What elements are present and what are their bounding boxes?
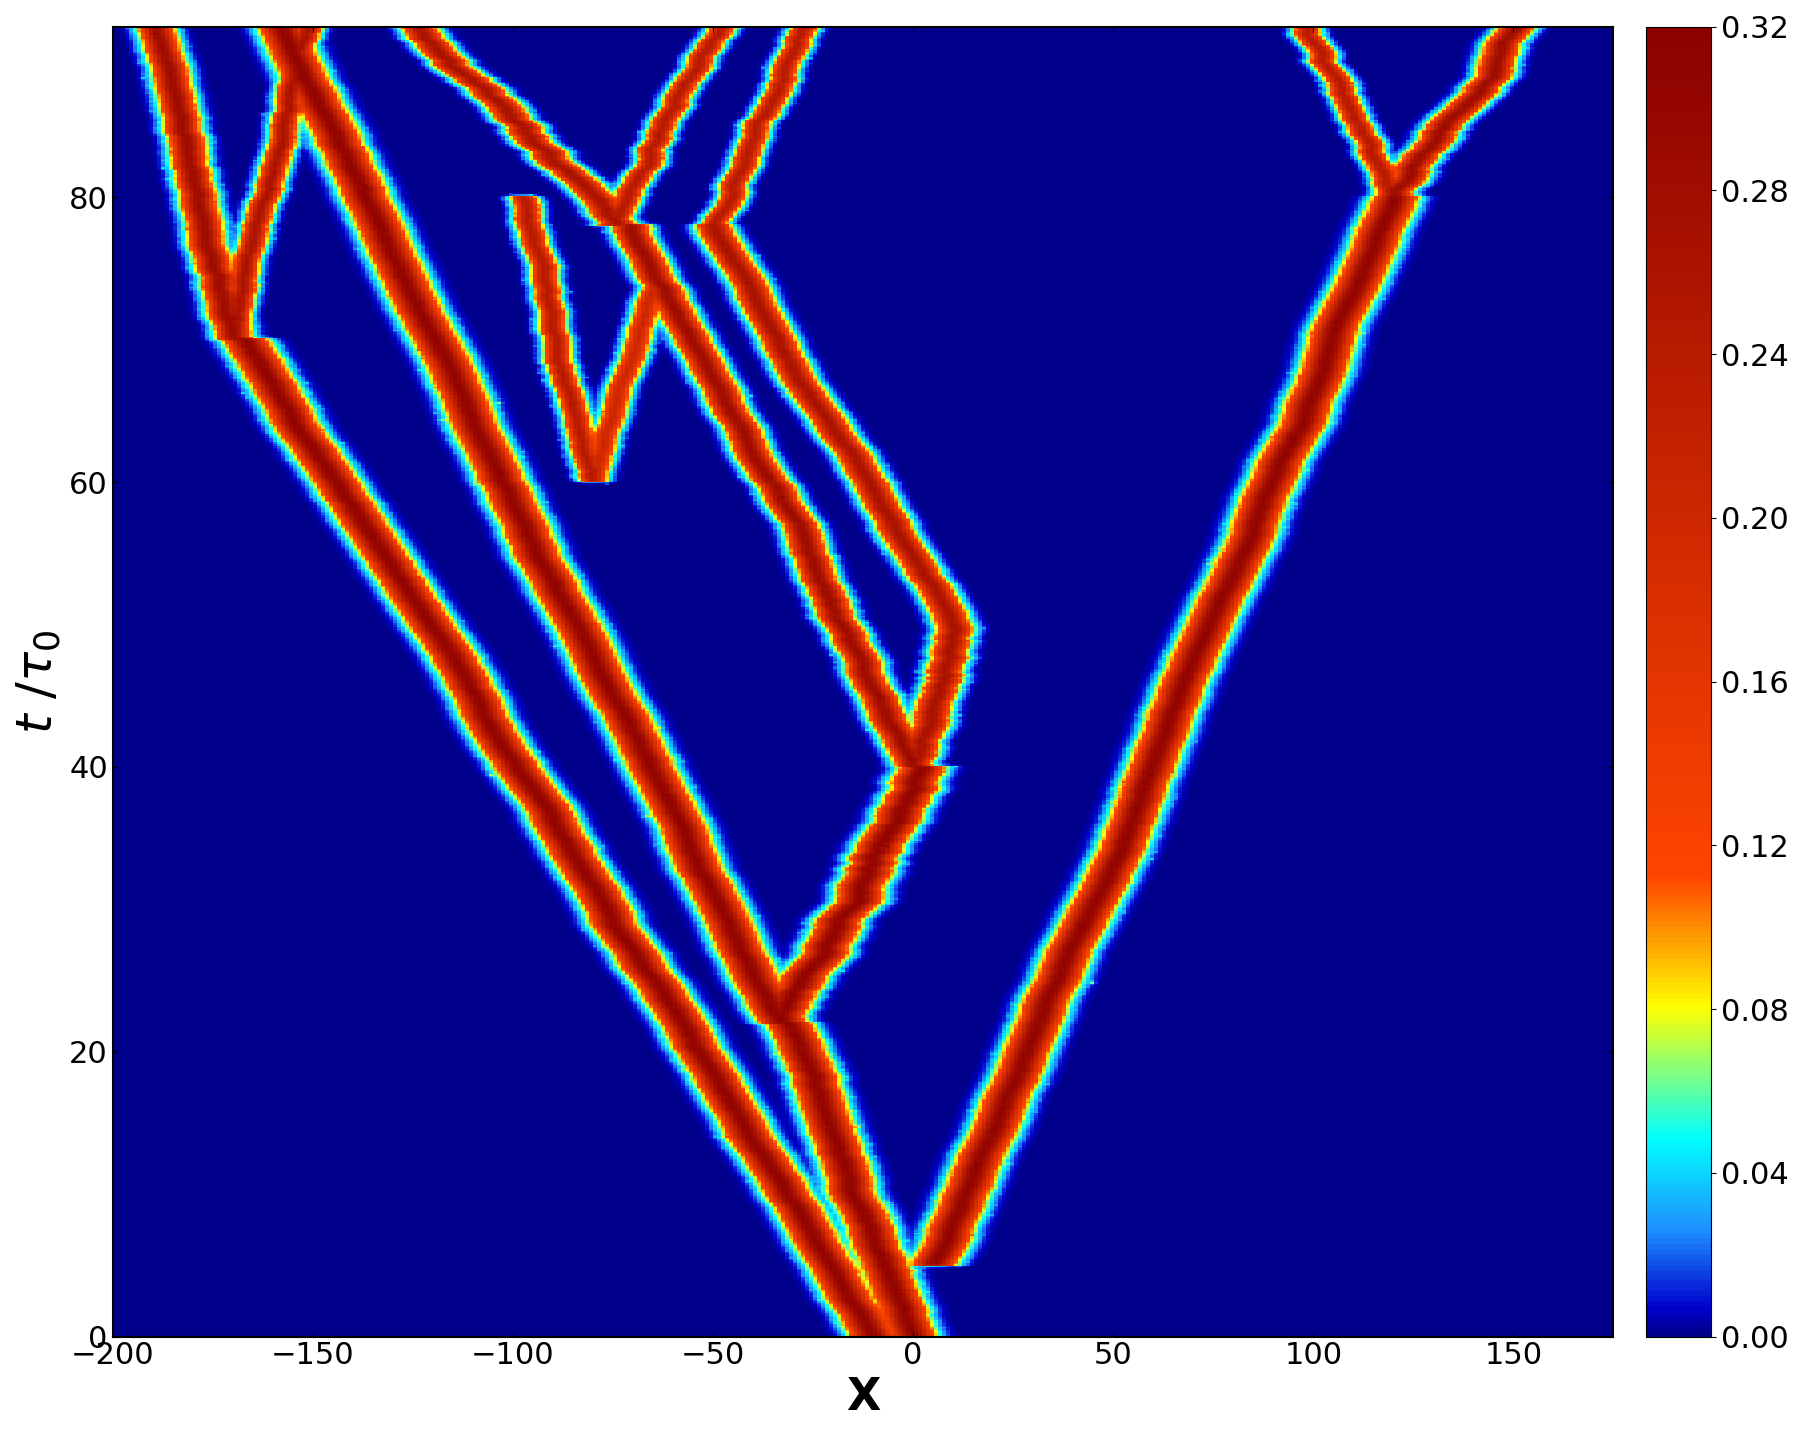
Y-axis label: $t\ /\tau_0$: $t\ /\tau_0$ [14, 630, 63, 734]
X-axis label: X: X [846, 1377, 880, 1420]
